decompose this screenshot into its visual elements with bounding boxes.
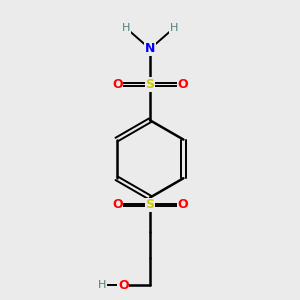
Text: N: N: [145, 42, 155, 56]
Text: O: O: [177, 78, 188, 91]
Text: O: O: [112, 78, 123, 91]
Text: H: H: [169, 23, 178, 33]
Text: H: H: [98, 280, 106, 290]
Text: O: O: [177, 199, 188, 212]
Text: O: O: [112, 199, 123, 212]
Text: O: O: [118, 279, 129, 292]
Text: S: S: [146, 199, 154, 212]
Text: S: S: [146, 78, 154, 91]
Text: H: H: [122, 23, 130, 33]
